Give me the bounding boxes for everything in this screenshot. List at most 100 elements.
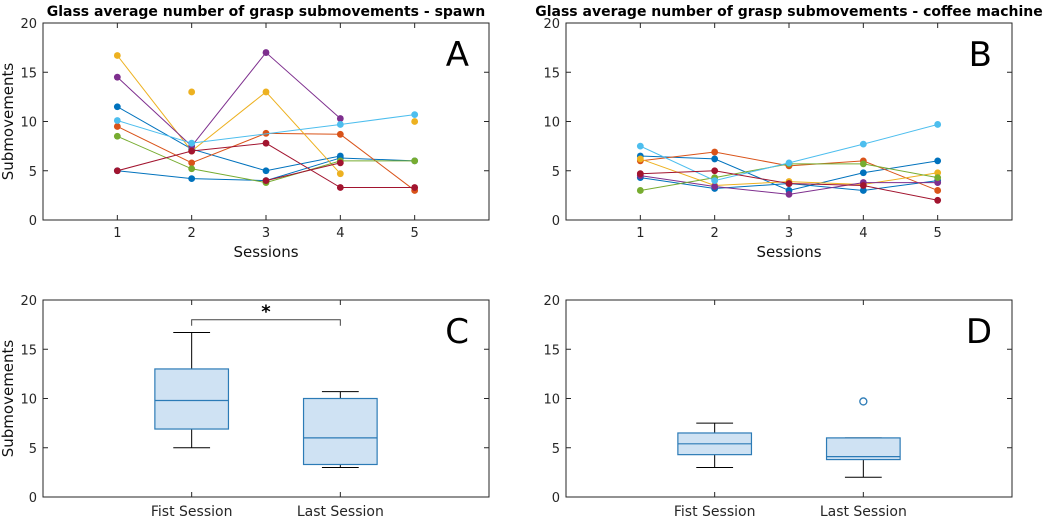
panel-a-series-line bbox=[116, 51, 341, 147]
panel-a-data-point bbox=[113, 123, 121, 130]
panel-b-letter: B bbox=[969, 35, 992, 75]
panel-b-data-point bbox=[859, 182, 867, 189]
panel-c-category-label: Fist Session bbox=[151, 504, 233, 519]
panel-a-data-point bbox=[188, 175, 196, 183]
panel-a-ylabel: Submovements bbox=[0, 63, 17, 181]
panel-b-data-point bbox=[711, 183, 719, 190]
panel-b-data-point bbox=[711, 155, 719, 163]
panel-a-data-point bbox=[411, 157, 419, 165]
panel-a-data-point bbox=[411, 118, 419, 125]
panel-a-series-8 bbox=[113, 139, 419, 191]
panel-b-xtick-label: 1 bbox=[636, 226, 644, 241]
panel-d-ytick-label: 5 bbox=[552, 442, 560, 457]
panel-b-data-point bbox=[636, 155, 644, 163]
panel-c-ytick-label: 0 bbox=[29, 491, 37, 506]
panel-a-series-line bbox=[265, 162, 341, 182]
panel-b-data-point bbox=[859, 160, 867, 168]
panel-c-letter: C bbox=[445, 312, 469, 352]
panel-b-data-point bbox=[934, 179, 942, 186]
panel-a-series-3 bbox=[113, 52, 344, 178]
panel-b-data-point bbox=[785, 159, 793, 167]
panel-b-data-point bbox=[711, 177, 719, 185]
panel-b-xtick-label: 2 bbox=[711, 226, 719, 241]
panel-b-ytick-label: 0 bbox=[552, 214, 560, 229]
panel-d-box-iqr bbox=[825, 437, 901, 461]
panel-a-ytick-label: 0 bbox=[29, 214, 37, 229]
panel-d-outlier bbox=[859, 397, 868, 406]
panel-a-ytick-label: 5 bbox=[29, 165, 37, 180]
panel-b-data-point bbox=[934, 157, 942, 165]
panel-a-data-point bbox=[113, 132, 121, 140]
panel-b-data-point bbox=[934, 187, 942, 194]
panel-d-category-label: Last Session bbox=[820, 504, 907, 519]
panel-b-series-6 bbox=[636, 121, 942, 185]
panel-c-significance-bracket bbox=[191, 319, 341, 326]
panel-a-data-point bbox=[336, 184, 344, 191]
panel-c-box-0 bbox=[154, 332, 230, 449]
panel-c-box-iqr bbox=[154, 368, 230, 430]
panel-a-title: Glass average number of grasp submovemen… bbox=[47, 4, 486, 20]
panel-b-data-point bbox=[636, 170, 644, 178]
panel-a-data-point bbox=[113, 52, 121, 59]
panel-b-xtick-label: 4 bbox=[859, 226, 867, 241]
panel-b-xlabel: Sessions bbox=[756, 243, 821, 261]
panel-c-ytick-label: 10 bbox=[20, 393, 37, 408]
panel-a-data-point bbox=[113, 103, 121, 111]
panel-a-ytick-label: 10 bbox=[20, 116, 37, 131]
panel-d-ytick-label: 15 bbox=[543, 343, 560, 358]
panel-a-xlabel: Sessions bbox=[233, 243, 298, 261]
panel-a-letter: A bbox=[446, 35, 469, 75]
panel-a-series-line bbox=[117, 114, 415, 144]
panel-a-series-5 bbox=[113, 49, 344, 150]
panel-a-data-point bbox=[411, 184, 419, 191]
panel-d-ytick-label: 10 bbox=[543, 393, 560, 408]
panel-b-data-point bbox=[711, 167, 719, 175]
panel-b-data-point bbox=[785, 180, 793, 187]
panel-a-xtick-label: 2 bbox=[188, 226, 196, 241]
panel-a-data-point bbox=[113, 167, 121, 175]
panel-d-category-label: Fist Session bbox=[674, 504, 756, 519]
panel-a-data-point bbox=[262, 139, 270, 147]
panel-d-ytick-label: 20 bbox=[543, 294, 560, 309]
panel-b-data-point bbox=[934, 169, 942, 177]
panel-a-data-point bbox=[262, 177, 270, 185]
panel-b-ytick-label: 10 bbox=[543, 116, 560, 131]
panel-a-xtick-label: 5 bbox=[411, 226, 419, 241]
panel-a-series-9 bbox=[262, 159, 344, 185]
panel-a-xtick-label: 3 bbox=[262, 226, 270, 241]
panel-a-data-point bbox=[336, 115, 344, 122]
panel-b-series-7 bbox=[636, 167, 942, 204]
panel-b-xtick-label: 3 bbox=[785, 226, 793, 241]
panel-a-data-point bbox=[262, 88, 270, 96]
panel-b-data-point bbox=[636, 187, 644, 194]
panel-a-data-point bbox=[188, 147, 196, 155]
panel-a-data-point bbox=[262, 167, 270, 175]
panel-c: 0 5 10 15 20 Submovements C Fist Session Last Se… bbox=[0, 294, 490, 519]
panel-a-series-line bbox=[117, 106, 341, 172]
panel-a-data-point bbox=[262, 49, 270, 56]
panel-c-axes-box bbox=[42, 299, 490, 498]
panel-d-ytick-label: 0 bbox=[552, 491, 560, 506]
panel-a-data-point bbox=[336, 130, 344, 138]
panel-a-series-4 bbox=[188, 88, 419, 125]
panel-b-data-point bbox=[934, 196, 942, 204]
panel-b-data-point bbox=[859, 187, 867, 194]
panel-b-data-point bbox=[785, 190, 793, 198]
panel-a-series-line bbox=[116, 55, 341, 175]
panel-d-axes-box bbox=[565, 299, 1013, 498]
panel-c-category-label: Last Session bbox=[297, 504, 384, 519]
panel-b-data-point bbox=[859, 169, 867, 177]
panel-c-ylabel: Submovements bbox=[0, 340, 17, 458]
panel-c-box-1 bbox=[302, 391, 378, 468]
panel-a-ytick-label: 15 bbox=[20, 66, 37, 81]
panel-b-data-point bbox=[934, 174, 942, 182]
panel-d-box-0 bbox=[677, 422, 753, 468]
panel-a-xtick-label: 1 bbox=[113, 226, 121, 241]
panel-b-ytick-label: 5 bbox=[552, 165, 560, 180]
panel-a-xtick-label: 4 bbox=[336, 226, 344, 241]
panel-a-data-point bbox=[336, 170, 344, 178]
panel-a-data-point bbox=[336, 159, 344, 167]
panel-d-box-1 bbox=[825, 397, 901, 478]
